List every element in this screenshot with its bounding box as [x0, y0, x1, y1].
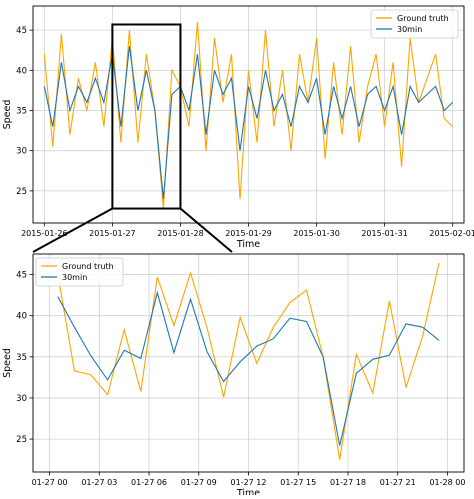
x-tick-label: 01-27 09	[181, 478, 217, 487]
x-tick-label: 01-27 21	[380, 478, 416, 487]
plot-frame	[32, 253, 465, 473]
zoom-connector-right	[179, 207, 233, 253]
zoomed-chart: 01-27 00 01-27 03 01-27 06 01-27 09 01-27 12…	[2, 253, 465, 499]
legend-label: 30min	[397, 25, 422, 34]
y-tick-label: 30	[16, 394, 27, 404]
x-tick-label: 2015-01-31	[361, 229, 408, 238]
y-tick-label: 25	[16, 435, 27, 445]
x-tick-label: 01-27 18	[330, 478, 366, 487]
series-line-ground-truth	[57, 262, 440, 460]
y-tick-label: 45	[16, 26, 27, 36]
x-tick-label: 2015-01-26	[21, 229, 68, 238]
series-line-30min	[57, 290, 440, 446]
legend: Ground truth 30min	[370, 9, 459, 39]
y-tick-label: 30	[16, 147, 27, 157]
y-tick-label: 25	[16, 187, 27, 197]
plot-frame	[32, 5, 465, 224]
x-tick-label: 01-27 03	[81, 478, 117, 487]
x-axis-label: Time	[236, 488, 260, 495]
zoom-connector-left	[32, 207, 113, 253]
legend-label: Ground truth	[397, 14, 449, 23]
x-tick-label: 2015-01-30	[293, 229, 340, 238]
y-tick-label: 45	[16, 271, 27, 281]
y-tick-label: 35	[16, 353, 27, 363]
legend-label: Ground truth	[62, 262, 114, 271]
y-axis-label: Speed	[2, 348, 13, 378]
x-tick-label: 01-27 12	[231, 478, 267, 487]
zoom-connector-lines	[32, 23, 233, 253]
x-tick-label: 2015-01-28	[157, 229, 204, 238]
x-tick-label: 2015-01-27	[89, 229, 136, 238]
y-tick-label: 40	[16, 312, 27, 322]
y-tick-label: 40	[16, 66, 27, 76]
x-tick-label: 01-27 00	[32, 478, 68, 487]
zoom-box	[111, 23, 182, 210]
x-tick-label: 2015-01-29	[225, 229, 272, 238]
x-tick-label: 01-28 00	[429, 478, 465, 487]
legend-label: 30min	[62, 273, 87, 282]
x-tick-label: 01-27 15	[280, 478, 316, 487]
legend: Ground truth 30min	[35, 257, 124, 287]
x-tick-label: 2015-02-01	[429, 229, 474, 238]
overview-chart: 2015-01-26 2015-01-27 2015-01-28 2015-01-29…	[2, 5, 474, 250]
x-axis-label: Time	[236, 239, 260, 250]
y-tick-label: 35	[16, 106, 27, 116]
x-tick-label: 01-27 06	[131, 478, 167, 487]
y-axis-label: Speed	[2, 100, 13, 130]
